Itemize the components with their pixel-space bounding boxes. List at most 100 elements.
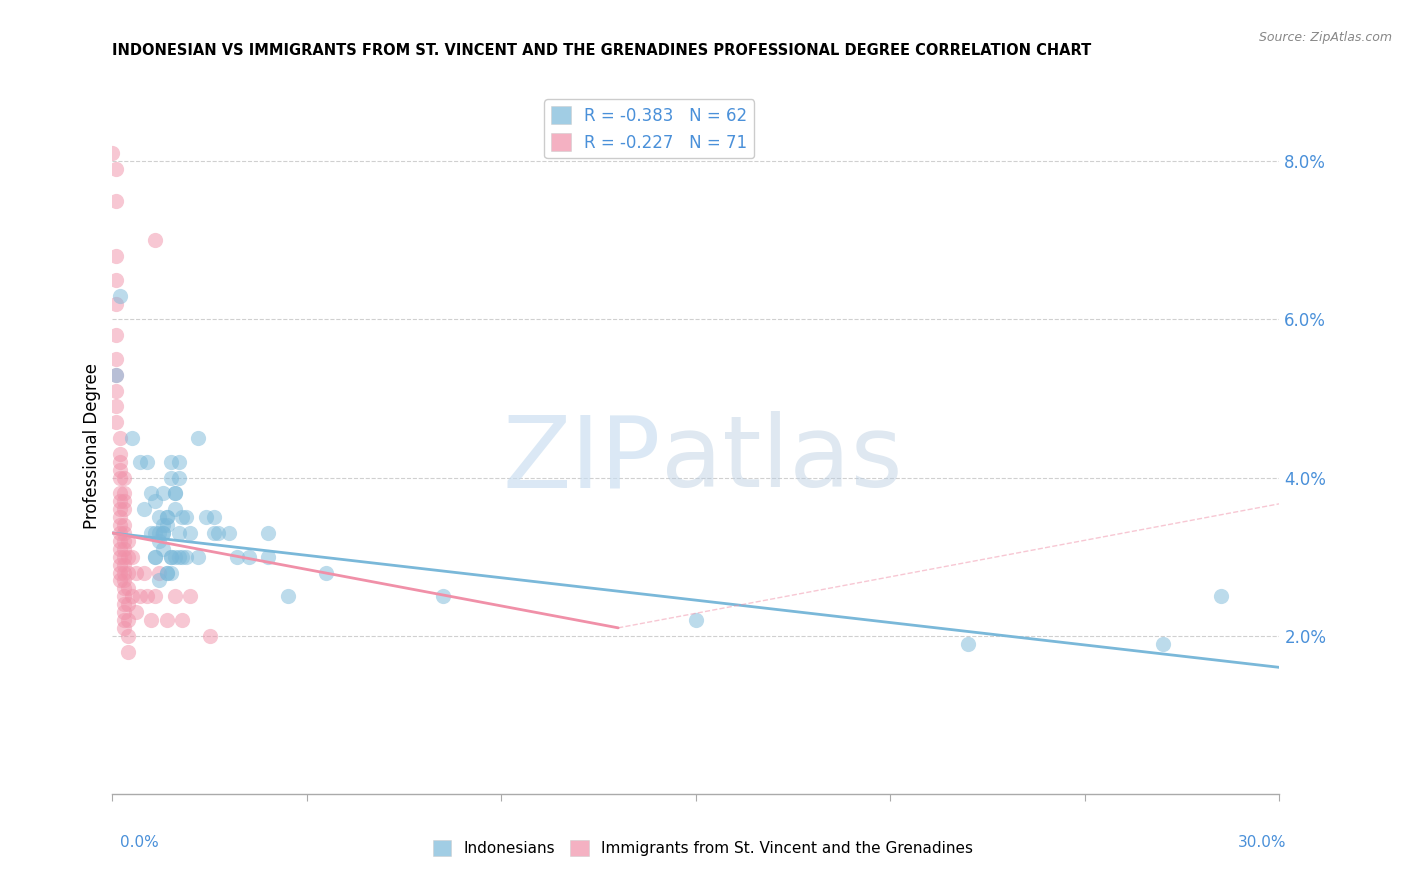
Point — [202, 510, 225, 524]
Point — [112, 574, 135, 588]
Point — [112, 613, 135, 627]
Point — [167, 525, 190, 540]
Point — [160, 566, 183, 580]
Point — [187, 431, 209, 445]
Point — [160, 455, 183, 469]
Point — [117, 644, 139, 658]
Point — [143, 525, 166, 540]
Point — [117, 613, 139, 627]
Point — [156, 566, 179, 580]
Point — [132, 502, 155, 516]
Point — [152, 541, 174, 556]
Point — [187, 549, 209, 564]
Point — [167, 549, 190, 564]
Point — [167, 470, 190, 484]
Y-axis label: Professional Degree: Professional Degree — [83, 363, 101, 529]
Point — [110, 549, 132, 564]
Point — [276, 589, 298, 603]
Point — [110, 470, 132, 484]
Point — [110, 525, 132, 540]
Point — [110, 486, 132, 500]
Point — [110, 541, 132, 556]
Point — [152, 525, 174, 540]
Point — [315, 566, 337, 580]
Point — [148, 533, 170, 548]
Point — [141, 525, 163, 540]
Point — [160, 549, 183, 564]
Point — [179, 525, 201, 540]
Point — [112, 525, 135, 540]
Point — [105, 415, 128, 429]
Point — [163, 486, 186, 500]
Point — [176, 549, 198, 564]
Point — [143, 549, 166, 564]
Point — [112, 549, 135, 564]
Point — [202, 525, 225, 540]
Point — [143, 589, 166, 603]
Point — [101, 146, 124, 161]
Point — [143, 234, 166, 248]
Point — [143, 494, 166, 508]
Point — [112, 470, 135, 484]
Point — [105, 351, 128, 366]
Point — [132, 566, 155, 580]
Point — [128, 455, 150, 469]
Point — [156, 566, 179, 580]
Text: 0.0%: 0.0% — [120, 836, 159, 850]
Point — [110, 447, 132, 461]
Legend: R = -0.383   N = 62, R = -0.227   N = 71: R = -0.383 N = 62, R = -0.227 N = 71 — [544, 100, 754, 159]
Point — [179, 589, 201, 603]
Point — [125, 566, 148, 580]
Point — [218, 525, 240, 540]
Point — [152, 486, 174, 500]
Point — [176, 510, 198, 524]
Point — [105, 162, 128, 177]
Point — [207, 525, 229, 540]
Point — [112, 533, 135, 548]
Point — [172, 549, 194, 564]
Point — [198, 629, 221, 643]
Point — [121, 431, 143, 445]
Point — [110, 518, 132, 533]
Point — [1209, 589, 1232, 603]
Point — [112, 494, 135, 508]
Point — [141, 613, 163, 627]
Point — [167, 455, 190, 469]
Point — [143, 549, 166, 564]
Point — [432, 589, 454, 603]
Point — [1152, 637, 1174, 651]
Point — [105, 384, 128, 398]
Point — [105, 273, 128, 287]
Point — [112, 566, 135, 580]
Point — [105, 368, 128, 382]
Point — [112, 597, 135, 611]
Point — [110, 431, 132, 445]
Text: INDONESIAN VS IMMIGRANTS FROM ST. VINCENT AND THE GRENADINES PROFESSIONAL DEGREE: INDONESIAN VS IMMIGRANTS FROM ST. VINCEN… — [112, 43, 1091, 58]
Point — [112, 502, 135, 516]
Point — [112, 605, 135, 619]
Point — [112, 582, 135, 596]
Point — [172, 510, 194, 524]
Legend: Indonesians, Immigrants from St. Vincent and the Grenadines: Indonesians, Immigrants from St. Vincent… — [427, 834, 979, 862]
Point — [105, 328, 128, 343]
Point — [125, 605, 148, 619]
Point — [110, 558, 132, 572]
Point — [110, 494, 132, 508]
Text: Source: ZipAtlas.com: Source: ZipAtlas.com — [1258, 31, 1392, 45]
Point — [148, 510, 170, 524]
Point — [226, 549, 249, 564]
Point — [163, 502, 186, 516]
Point — [117, 549, 139, 564]
Point — [141, 486, 163, 500]
Point — [105, 368, 128, 382]
Point — [112, 541, 135, 556]
Point — [136, 589, 159, 603]
Point — [163, 486, 186, 500]
Point — [112, 486, 135, 500]
Text: 30.0%: 30.0% — [1239, 836, 1286, 850]
Point — [112, 558, 135, 572]
Point — [957, 637, 980, 651]
Point — [156, 510, 179, 524]
Point — [121, 549, 143, 564]
Point — [156, 518, 179, 533]
